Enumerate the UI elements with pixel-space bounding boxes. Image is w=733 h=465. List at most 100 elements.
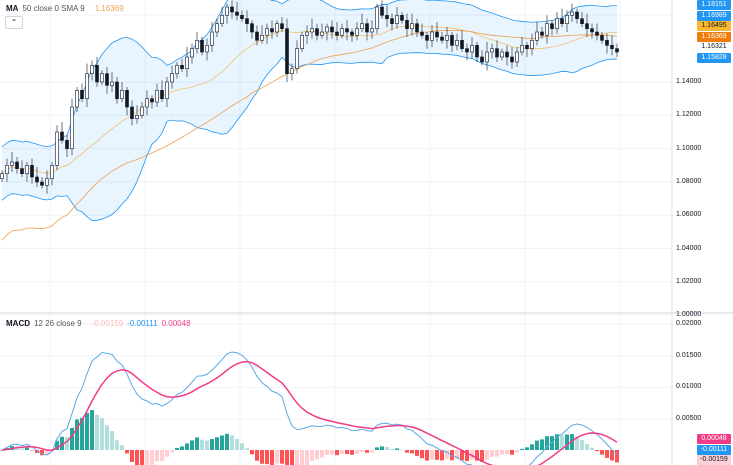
macd-histogram-bar: [600, 450, 604, 455]
candle-body: [35, 176, 39, 183]
macd-histogram-bar: [370, 450, 374, 453]
candle-body: [40, 181, 44, 186]
candle-body: [365, 23, 369, 33]
candle-body: [265, 28, 269, 36]
collapse-legend-button[interactable]: ⌃: [5, 16, 23, 29]
macd-histogram-bar: [30, 450, 34, 451]
macd-histogram-bar: [100, 418, 104, 450]
candle-body: [325, 26, 329, 33]
macd-histogram-bar: [580, 439, 584, 450]
macd-histogram-bar: [425, 450, 429, 461]
macd-histogram-bar: [570, 434, 574, 450]
candle-body: [160, 90, 164, 99]
macd-hist-value: -0.00159: [91, 319, 124, 328]
candle-body: [205, 45, 209, 53]
candle-body: [170, 73, 174, 83]
candle-body: [190, 48, 194, 58]
macd-histogram-bar: [480, 450, 484, 462]
candle-body: [360, 23, 364, 29]
candle-body: [380, 6, 384, 16]
macd-histogram-bar: [560, 435, 564, 450]
candle-body: [245, 18, 249, 24]
macd-histogram-bar: [270, 450, 274, 465]
macd-histogram-bar: [430, 450, 434, 460]
candle-body: [90, 65, 94, 74]
candle-body: [145, 98, 149, 108]
candle-body: [450, 35, 454, 46]
candle-body: [580, 18, 584, 24]
candle-body: [320, 31, 324, 36]
macd-histogram-bar: [445, 450, 449, 460]
price-tick-label: 1.08000: [676, 177, 702, 185]
macd-histogram-bar: [135, 450, 139, 465]
candle-body: [390, 18, 394, 24]
candle-body: [370, 28, 374, 33]
macd-histogram-bar: [20, 448, 24, 450]
macd-histogram-bar: [200, 439, 204, 450]
candle-body: [385, 15, 389, 19]
macd-histogram-bar: [250, 450, 254, 455]
candle-body: [575, 11, 579, 19]
macd-histogram-bar: [310, 450, 314, 461]
candle-body: [300, 35, 304, 49]
macd-histogram-bar: [35, 450, 39, 453]
macd-histogram-bar: [235, 438, 239, 450]
macd-histogram-bar: [455, 450, 459, 460]
price-tag: 1.16495: [697, 21, 731, 31]
macd-histogram-bar: [195, 437, 199, 450]
macd-histogram-bar: [585, 443, 589, 450]
macd-histogram-bar: [280, 450, 284, 464]
candle-body: [330, 26, 334, 33]
macd-histogram-bar: [375, 447, 379, 450]
candle-body: [280, 23, 284, 29]
candle-body: [295, 48, 299, 69]
macd-histogram-bar: [525, 447, 529, 450]
macd-histogram-bar: [545, 436, 549, 450]
candle-body: [95, 65, 99, 83]
candle-body: [605, 40, 609, 46]
candle-body: [525, 45, 529, 49]
candle-body: [350, 31, 354, 36]
candle-body: [195, 40, 199, 49]
macd-line: [1, 351, 618, 465]
macd-histogram-bar: [400, 449, 404, 451]
candle-body: [415, 23, 419, 33]
macd-tick-label: 0.00500: [676, 415, 702, 423]
candle-body: [45, 178, 49, 186]
macd-histogram-bar: [180, 446, 184, 450]
macd-histogram-bar: [290, 450, 294, 465]
macd-histogram-bar: [470, 450, 474, 460]
candle-body: [110, 81, 114, 86]
candle-body: [500, 51, 504, 58]
macd-histogram-bar: [330, 450, 334, 455]
candle-body: [545, 23, 549, 36]
macd-histogram-bar: [90, 410, 94, 450]
bollinger-band-fill: [2, 0, 617, 221]
macd-histogram-bar: [475, 450, 479, 461]
candle-body: [570, 11, 574, 16]
macd-histogram-bar: [265, 450, 269, 465]
macd-histogram-bar: [220, 435, 224, 450]
macd-label: MACD: [6, 319, 30, 328]
macd-histogram-bar: [405, 450, 409, 453]
candle-body: [150, 98, 154, 103]
macd-histogram-bar: [440, 450, 444, 461]
candle-body: [490, 48, 494, 53]
price-tick-label: 1.06000: [676, 211, 702, 219]
macd-histogram-bar: [285, 450, 289, 465]
macd-histogram-bar: [565, 434, 569, 450]
bollinger-basis-line: [1, 25, 617, 174]
candle-body: [120, 90, 124, 99]
ma-label: MA: [6, 4, 19, 13]
macd-histogram-bar: [160, 450, 164, 462]
macd-histogram-bar: [555, 434, 559, 450]
candle-body: [550, 23, 554, 29]
candle-body: [420, 31, 424, 36]
candle-body: [495, 48, 499, 58]
candle-body: [540, 31, 544, 36]
macd-tag: -0.00111: [697, 444, 731, 455]
candle-body: [130, 106, 134, 119]
candle-body: [435, 31, 439, 38]
macd-histogram-bar: [575, 436, 579, 450]
